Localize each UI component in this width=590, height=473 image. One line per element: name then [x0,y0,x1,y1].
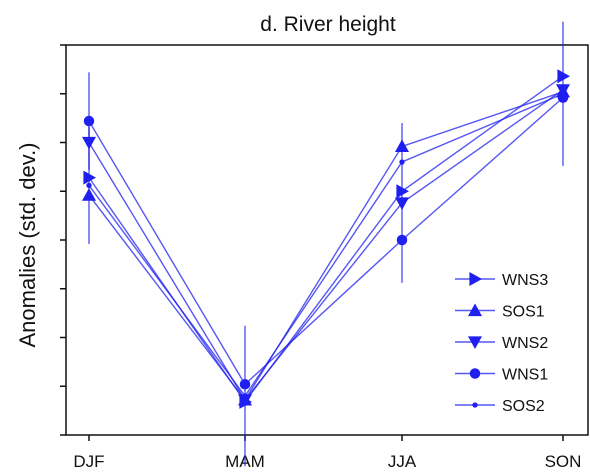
point-sos2-son [560,91,566,97]
point-wns1-djf [83,115,95,127]
legend-marker-wns1 [469,368,481,379]
point-wns2-mam [238,394,252,407]
series-line-wns2 [88,89,564,402]
y-axis-label: Anomalies (std. dev.) [15,142,40,347]
x-tick-label-son: SON [545,452,582,471]
legend-label-sos2: SOS2 [502,398,545,415]
legend-label-wns3: WNS3 [502,272,548,289]
point-sos2-jja [399,159,405,165]
point-wns1-son [557,92,569,103]
point-wns1-mam [239,379,251,390]
series-line-wns1 [88,97,564,386]
legend-marker-sos2 [472,402,478,408]
series-line-sos2 [88,93,564,398]
series-line-sos1 [88,91,564,402]
legend-label-wns1: WNS1 [502,367,548,384]
legend-marker-wns2 [468,336,482,349]
point-sos2-djf [86,182,92,189]
point-wns2-son [556,84,570,97]
legend-marker-sos1 [468,303,482,317]
point-sos1-jja [395,139,409,152]
point-wns2-djf [82,136,96,150]
legend-label-wns2: WNS2 [502,335,548,352]
chart-title: d. River height [260,13,396,36]
x-tick-label-djf: DJF [73,452,104,471]
point-wns3-djf [83,170,96,185]
point-wns1-jja [396,234,408,246]
point-sos1-djf [82,188,96,201]
series-line-wns3 [88,75,564,404]
x-tick-label-jja: JJA [388,452,417,471]
point-wns3-jja [396,184,409,199]
point-sos2-mam [242,393,248,399]
legend-label-sos1: SOS1 [502,304,545,321]
point-wns2-jja [395,197,409,210]
point-wns3-son [557,69,570,84]
legend-marker-wns3 [469,272,482,286]
